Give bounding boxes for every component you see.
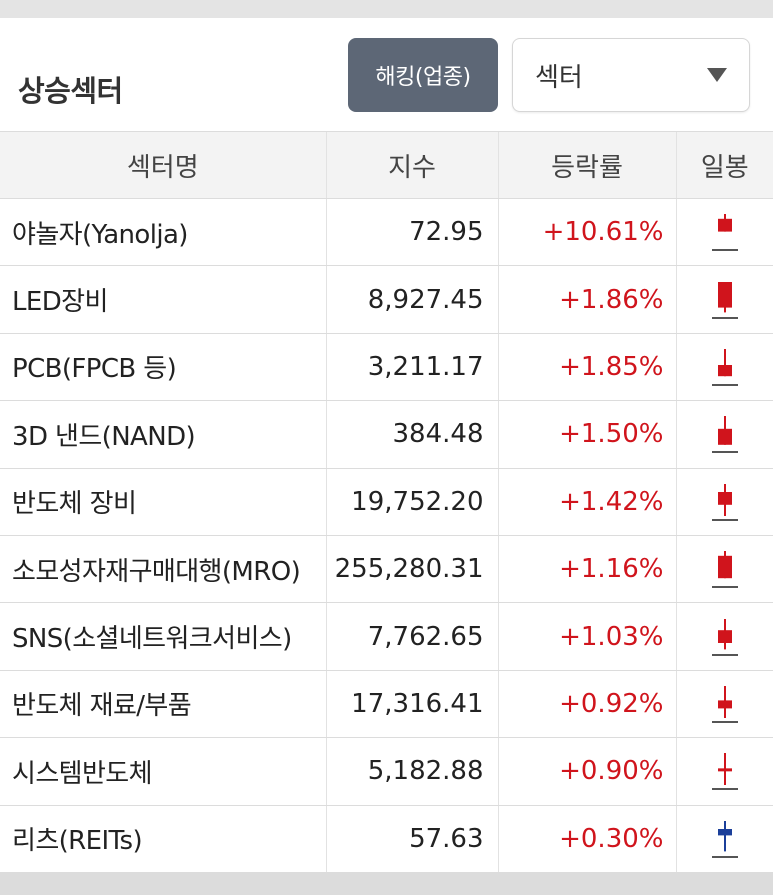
sector-name[interactable]: LED장비 <box>0 265 326 334</box>
sector-name[interactable]: 야놀자(Yanolja) <box>0 197 326 267</box>
table-row[interactable]: 리츠(REITs) 57.63 +0.30% <box>0 804 773 873</box>
table-row[interactable]: PCB(FPCB 등) 3,211.17 +1.85% <box>0 332 773 402</box>
sector-name[interactable]: 3D 낸드(NAND) <box>0 400 326 469</box>
page-title: 상승섹터 <box>18 74 123 108</box>
candle-body <box>717 364 732 377</box>
table-header-row: 섹터명 지수 등락률 일봉 <box>0 131 773 199</box>
sector-name[interactable]: PCB(FPCB 등) <box>0 332 326 402</box>
rising-sectors-table: 섹터명 지수 등락률 일봉 야놀자(Yanolja) 72.95 +10.61% LE… <box>0 131 773 873</box>
daily-candle-cell <box>675 400 773 469</box>
column-header-index[interactable]: 지수 <box>325 131 498 199</box>
column-header-daily-candle[interactable]: 일봉 <box>675 131 773 199</box>
table-row[interactable]: 반도체 재료/부품 17,316.41 +0.92% <box>0 669 773 739</box>
candlestick-icon <box>711 820 738 858</box>
sector-change-rate: +0.30% <box>497 804 676 873</box>
sector-change-rate: +1.42% <box>497 467 676 536</box>
sector-name[interactable]: 반도체 장비 <box>0 467 326 536</box>
sector-index: 384.48 <box>325 400 498 469</box>
candle-body <box>717 429 732 446</box>
sector-index: 5,182.88 <box>325 737 498 806</box>
daily-candle-cell <box>675 602 773 671</box>
bottom-strip <box>0 872 773 895</box>
candle-body <box>717 491 732 505</box>
sector-index: 57.63 <box>325 804 498 873</box>
table-row[interactable]: SNS(소셜네트워크서비스) 7,762.65 +1.03% <box>0 602 773 671</box>
table-row[interactable]: 야놀자(Yanolja) 72.95 +10.61% <box>0 197 773 267</box>
daily-candle-cell <box>675 265 773 334</box>
daily-candle-cell <box>675 737 773 806</box>
sector-index: 17,316.41 <box>325 669 498 739</box>
daily-candle-cell <box>675 669 773 739</box>
candle-body <box>717 281 732 308</box>
daily-candle-cell <box>675 332 773 402</box>
daily-candle-cell <box>675 197 773 267</box>
daily-candle-cell <box>675 804 773 873</box>
candlestick-icon <box>711 618 738 656</box>
daily-candle-cell <box>675 534 773 604</box>
sector-name[interactable]: 리츠(REITs) <box>0 804 326 873</box>
table-row[interactable]: 시스템반도체 5,182.88 +0.90% <box>0 737 773 806</box>
chevron-down-icon <box>707 68 727 82</box>
sector-change-rate: +10.61% <box>497 197 676 267</box>
sector-change-rate: +1.16% <box>497 534 676 604</box>
candlestick-icon <box>711 483 738 521</box>
candlestick-icon <box>711 551 738 589</box>
column-header-change-rate[interactable]: 등락률 <box>497 131 676 199</box>
hacking-sector-button[interactable]: 해킹(업종) <box>348 38 498 112</box>
sector-change-rate: +1.03% <box>497 602 676 671</box>
sector-index: 255,280.31 <box>325 534 498 604</box>
candlestick-icon <box>711 214 738 252</box>
table-row[interactable]: 3D 낸드(NAND) 384.48 +1.50% <box>0 400 773 469</box>
sector-change-rate: +0.92% <box>497 669 676 739</box>
sector-name[interactable]: SNS(소셜네트워크서비스) <box>0 602 326 671</box>
sector-index: 8,927.45 <box>325 265 498 334</box>
sector-index: 19,752.20 <box>325 467 498 536</box>
sector-dropdown-value: 섹터 <box>535 63 583 93</box>
candlestick-icon <box>711 753 738 791</box>
daily-candle-cell <box>675 467 773 536</box>
candlestick-icon <box>711 416 738 454</box>
candle-body <box>717 218 732 232</box>
candle-body <box>717 629 732 643</box>
table-row[interactable]: 소모성자재구매대행(MRO) 255,280.31 +1.16% <box>0 534 773 604</box>
sector-change-rate: +1.50% <box>497 400 676 469</box>
table-row[interactable]: LED장비 8,927.45 +1.86% <box>0 265 773 334</box>
candle-body <box>717 700 732 709</box>
candle-body <box>717 828 732 836</box>
sector-change-rate: +1.85% <box>497 332 676 402</box>
sector-change-rate: +0.90% <box>497 737 676 806</box>
sector-name[interactable]: 소모성자재구매대행(MRO) <box>0 534 326 604</box>
sector-index: 72.95 <box>325 197 498 267</box>
sector-index: 7,762.65 <box>325 602 498 671</box>
sector-name[interactable]: 시스템반도체 <box>0 737 326 806</box>
sector-change-rate: +1.86% <box>497 265 676 334</box>
candle-body <box>717 555 732 579</box>
candlestick-icon <box>711 348 738 386</box>
candlestick-icon <box>711 685 738 723</box>
candlestick-icon <box>711 281 738 319</box>
sector-name[interactable]: 반도체 재료/부품 <box>0 669 326 739</box>
sector-index: 3,211.17 <box>325 332 498 402</box>
top-status-strip <box>0 0 773 18</box>
sector-dropdown[interactable]: 섹터 <box>512 38 750 112</box>
page-header: 상승섹터 해킹(업종) 섹터 <box>0 18 773 132</box>
table-row[interactable]: 반도체 장비 19,752.20 +1.42% <box>0 467 773 536</box>
candle-body <box>717 768 732 772</box>
column-header-sector-name[interactable]: 섹터명 <box>0 131 326 199</box>
